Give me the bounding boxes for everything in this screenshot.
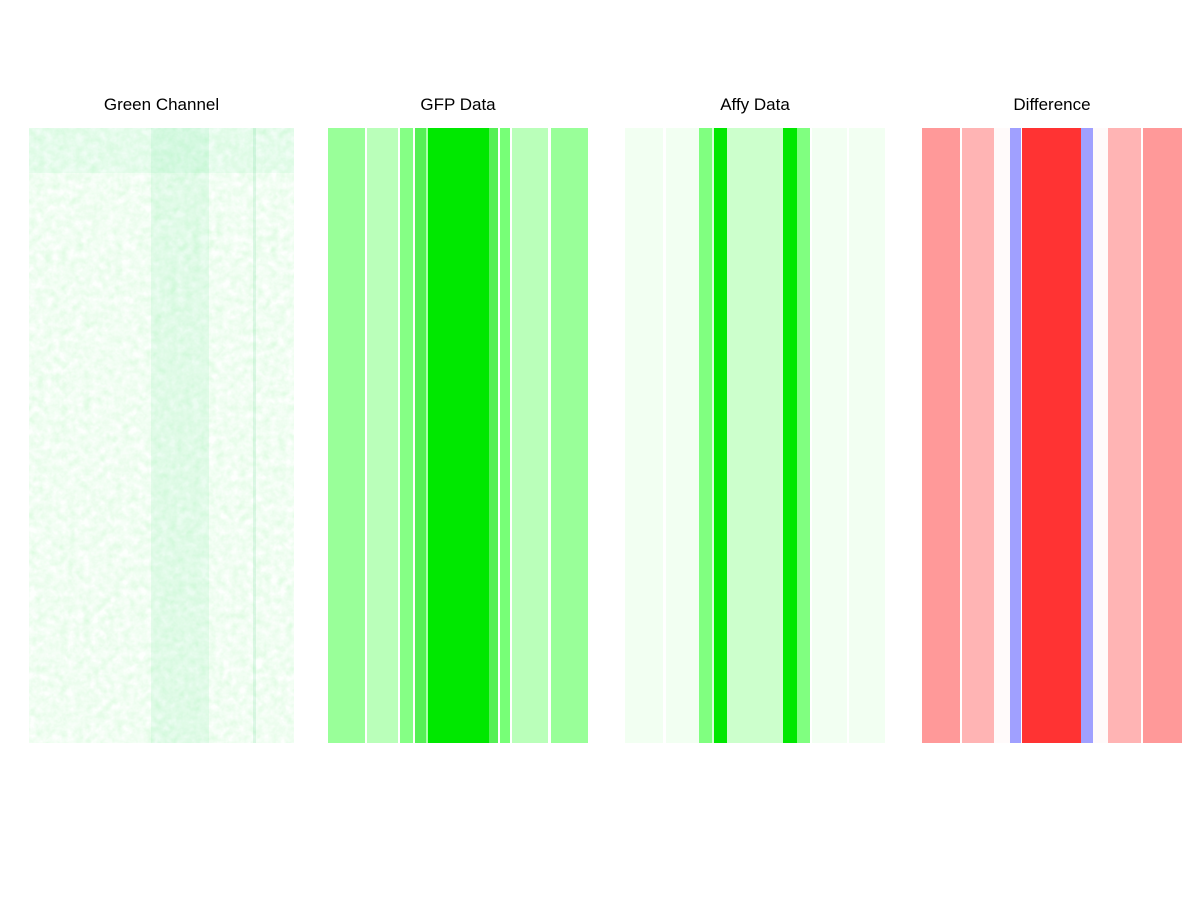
heatmap-column xyxy=(489,128,498,743)
panel-title-gfp-data: GFP Data xyxy=(420,95,496,114)
heatmap-column xyxy=(849,128,885,743)
heatmap-column xyxy=(1108,128,1141,743)
panel-green-channel xyxy=(29,128,294,743)
noise-center-band xyxy=(151,128,209,743)
green-channel-noise-image xyxy=(29,128,294,743)
heatmap-column xyxy=(699,128,712,743)
heatmap-column xyxy=(398,128,400,743)
heatmap-column xyxy=(962,128,994,743)
heatmap-column xyxy=(847,128,849,743)
heatmap-column xyxy=(666,128,699,743)
heatmap-column xyxy=(428,128,489,743)
heatmap-column xyxy=(960,128,962,743)
heatmap-column xyxy=(663,128,666,743)
heatmap-column xyxy=(548,128,551,743)
heatmap-column xyxy=(812,128,847,743)
heatmap-column xyxy=(415,128,426,743)
heatmap-column xyxy=(413,128,415,743)
noise-texture xyxy=(29,128,294,743)
heatmap-column xyxy=(328,128,365,743)
heatmap-column xyxy=(1143,128,1182,743)
heatmap-column xyxy=(1010,128,1021,743)
heatmap-column xyxy=(365,128,367,743)
heatmap-column xyxy=(400,128,413,743)
heatmap-column xyxy=(810,128,812,743)
heatmap-column xyxy=(1081,128,1093,743)
heatmap-column xyxy=(714,128,727,743)
heatmap-column xyxy=(367,128,398,743)
noise-top-band xyxy=(29,128,294,173)
heatmap-column xyxy=(625,128,663,743)
heatmap-column xyxy=(498,128,500,743)
heatmap-column xyxy=(1021,128,1022,743)
heatmap-column xyxy=(994,128,1010,743)
heatmap-column xyxy=(783,128,797,743)
heatmap-column xyxy=(500,128,510,743)
panel-affy-data xyxy=(625,128,885,743)
heatmap-column xyxy=(1141,128,1143,743)
heatmap-column xyxy=(712,128,714,743)
heatmap-column xyxy=(512,128,548,743)
panel-title-difference: Difference xyxy=(1013,95,1091,114)
heatmap-column xyxy=(426,128,428,743)
heatmap-column xyxy=(922,128,960,743)
panel-difference xyxy=(922,128,1182,743)
heatmap-column xyxy=(510,128,512,743)
heatmap-column xyxy=(727,128,783,743)
panel-gfp-data xyxy=(328,128,588,743)
noise-thin-line xyxy=(253,128,256,743)
heatmap-column xyxy=(551,128,588,743)
panel-title-affy-data: Affy Data xyxy=(720,95,790,114)
heatmap-column xyxy=(1093,128,1108,743)
panel-title-green-channel: Green Channel xyxy=(103,95,220,114)
heatmap-column xyxy=(1022,128,1081,743)
heatmap-column xyxy=(797,128,810,743)
